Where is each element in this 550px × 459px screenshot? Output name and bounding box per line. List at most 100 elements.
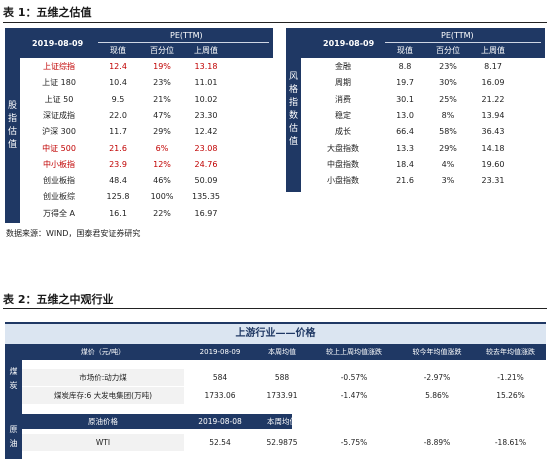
header-pe: PE(TTM) [170,31,203,40]
row-pct: 6% [155,143,169,153]
row-now: 11.7 [109,127,127,137]
row-ytd-change: -8.89% [423,438,451,447]
table1-rule [3,22,547,23]
row-name: 创业板指 [43,176,75,186]
row-name: 稳定 [335,110,351,120]
row-now: 10.4 [109,78,127,88]
row-prev: 12.42 [194,127,218,137]
col-pct: 百分位 [150,46,174,55]
table-row: 创业板指 48.4 46% 50.09 [20,174,273,188]
row-pct: 46% [153,176,171,186]
row-pct: 22% [153,208,171,218]
table-row: 万得全 A 16.1 22% 16.97 [20,207,273,221]
table-row: 中小板指 23.9 12% 24.76 [20,158,273,172]
row-prev: 13.94 [481,110,505,120]
coal-header-yoy: 较去年均值涨跌 [486,348,535,356]
row-pct: 23% [439,62,457,71]
table-row: 大盘指数 13.3 29% 14.18 [301,142,545,156]
index-valuation-body: 上证综指 12.4 19% 13.18 上证 180 10.4 23% 11.01 上证 50 9… [20,58,273,223]
row-pct: 47% [153,110,171,120]
table-row: 上证 180 10.4 23% 11.01 [20,76,273,90]
row-prev: 23.31 [481,176,505,186]
row-prev: 11.01 [194,78,218,88]
table-row: 周期 19.7 30% 16.09 [301,76,545,90]
row-name: 中小板指 [43,159,75,169]
row-wow-change: -5.75% [340,438,368,447]
coal-header-wow: 较上上周均值涨跌 [326,348,382,356]
row-pct: 19% [153,62,171,71]
row-label: 煤炭库存:6 大发电集团(万吨) [22,387,184,404]
index-valuation-header: 2019-08-09 PE(TTM) 现值 百分位 上周值 [20,28,273,58]
row-pct: 100% [150,192,174,202]
table-row: 中盘指数 18.4 4% 19.60 [301,158,545,172]
row-yoy-change: 15.26% [496,391,525,400]
coal-header-ytd: 较今年均值涨跌 [412,348,462,356]
row-prev: 50.09 [194,176,218,186]
index-valuation-side-label: 股 指 估 值 [5,28,20,223]
table-row: 上证 50 9.5 21% 10.02 [20,93,273,107]
row-week-avg: 1733.91 [266,391,298,400]
header-date: 2019-08-09 [323,39,375,48]
style-valuation-side-label: 风 格 指 数 估 值 [286,28,301,192]
row-label: WTI [22,434,184,451]
table-row: 创业板综 125.8 100% 135.35 [20,190,273,204]
table1-heading: 表 1：五维之估值 [3,6,92,19]
row-prev: 16.09 [481,78,505,88]
data-source: 数据来源：WIND，国泰君安证券研究 [6,229,141,238]
table-row: 小盘指数 21.6 3% 23.31 [301,174,545,188]
row-name: 金融 [335,62,351,71]
index-valuation-table: 股 指 估 值 2019-08-09 PE(TTM) 现值 百分位 上周值 上证… [5,28,273,223]
row-name: 创业板综 [43,192,75,202]
table2-heading: 表 2：五维之中观行业 [3,293,114,306]
coal-header-date: 2019-08-09 [199,348,241,356]
row-now: 16.1 [109,208,127,218]
row-pct: 3% [441,176,455,186]
coal-category: 煤 炭 [5,344,22,414]
row-now: 9.5 [111,94,125,104]
col-prev: 上周值 [481,46,505,55]
row-prev: 135.35 [192,192,220,202]
table-row: 煤炭库存:6 大发电集团(万吨) 1733.06 1733.91 -1.47% 5.86… [22,387,546,404]
row-name: 中盘指数 [327,159,359,169]
row-prev: 24.76 [194,159,218,169]
coal-header-label: 煤价（元/吨） [80,348,126,356]
row-pct: 29% [439,143,457,153]
row-name: 上证 50 [44,94,74,104]
table-row: 沪深 300 11.7 29% 12.42 [20,125,273,139]
oil-header-label: 原油价格 [88,417,118,426]
row-prev: 23.30 [194,110,218,120]
row-pct: 25% [439,94,457,104]
row-prev: 21.22 [481,94,505,104]
row-week-avg: 588 [274,373,290,382]
table-row: 深证成指 22.0 47% 23.30 [20,109,273,123]
upstream-title: 上游行业——价格 [5,322,546,344]
row-now: 125.8 [106,192,130,202]
row-name: 沪深 300 [42,127,76,137]
table-row: 稳定 13.0 8% 13.94 [301,109,545,123]
row-pct: 12% [153,159,171,169]
row-name: 小盘指数 [327,176,359,186]
row-now: 18.4 [396,159,414,169]
row-current: 1733.06 [204,391,236,400]
row-now: 21.6 [109,143,127,153]
row-name: 深证成指 [43,110,75,120]
col-now: 现值 [397,46,413,55]
oil-header: 原油价格 2019-08-08 本周均值 [22,414,546,429]
row-ytd-change: 5.86% [425,391,449,400]
row-now: 30.1 [396,94,414,104]
table2-rule [3,308,547,309]
row-name: 上证 180 [42,78,76,88]
row-yoy-change: -1.21% [497,373,524,382]
row-now: 19.7 [396,78,414,88]
row-name: 成长 [335,127,351,137]
table-row: 成长 66.4 58% 36.43 [301,125,545,139]
coal-header: 煤价（元/吨） 2019-08-09 本周均值 较上上周均值涨跌 较今年均值涨跌… [5,344,546,360]
row-current: 584 [212,373,228,382]
row-yoy-change: -18.61% [494,438,527,447]
row-now: 48.4 [109,176,127,186]
row-prev: 14.18 [481,143,505,153]
row-prev: 8.17 [484,62,502,71]
row-prev: 16.97 [194,208,218,218]
oil-category: 原 油 [5,414,22,459]
row-pct: 4% [441,159,455,169]
